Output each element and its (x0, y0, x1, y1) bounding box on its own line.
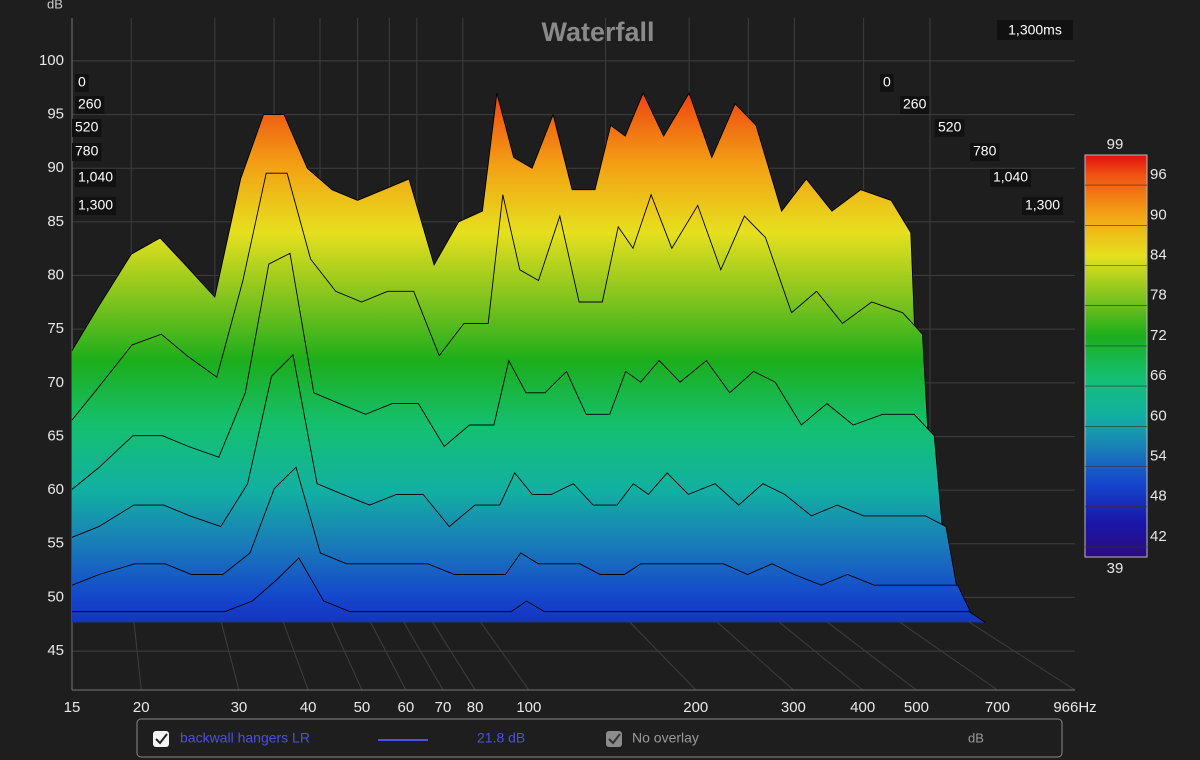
time-tick-label: 520 (75, 119, 99, 135)
legend: backwall hangers LR 21.8 dB No overlay d… (136, 718, 1063, 758)
time-tick-box (935, 119, 965, 137)
check-mark (155, 733, 168, 745)
x-tick-label: 80 (467, 699, 484, 716)
y-tick-label: 70 (47, 374, 64, 391)
checkbox[interactable] (606, 731, 622, 747)
legend-level: 21.8 dB (477, 730, 525, 746)
colorbar-tick-label: 90 (1150, 206, 1167, 223)
colorbar-tick-label: 78 (1150, 287, 1167, 304)
x-tick-label: 20 (133, 699, 150, 716)
y-tick-label: 60 (47, 481, 64, 498)
x-tick-label: 40 (300, 699, 317, 716)
y-tick-label: 80 (47, 266, 64, 283)
time-tick-label: 260 (78, 96, 102, 112)
time-tick-label: 780 (973, 143, 997, 159)
y-tick-label: 95 (47, 106, 64, 123)
time-tick-box (75, 74, 89, 92)
time-tick-label: 520 (938, 119, 962, 135)
x-tick-label: 200 (683, 699, 708, 716)
time-tick-label: 780 (75, 143, 99, 159)
time-tick-label: 1,300 (1025, 197, 1060, 213)
slice-line (72, 557, 986, 623)
time-tick-box (72, 143, 102, 161)
y-tick-label: 90 (47, 159, 64, 176)
chart-title: Waterfall (541, 17, 654, 47)
colorbar-tick-label: 72 (1150, 327, 1167, 344)
time-tick-box (1022, 197, 1064, 215)
time-tick-box (72, 119, 102, 137)
x-tick-label: 15 (64, 699, 81, 716)
time-tick-box (880, 74, 894, 92)
legend-frame (136, 718, 1063, 758)
slice-line (71, 252, 950, 608)
legend-unit: dB (968, 730, 984, 745)
x-tick-label: 70 (435, 699, 452, 716)
colorbar (1084, 154, 1148, 558)
slice-line (71, 91, 926, 598)
time-tick-box (900, 96, 930, 114)
time-tick-label: 0 (78, 74, 86, 90)
slice-line (71, 353, 962, 613)
time-tick-label: 1,040 (993, 169, 1028, 185)
colorbar-min: 39 (1107, 560, 1124, 577)
time-tick-label: 0 (883, 74, 891, 90)
y-axis-label: dB (47, 0, 63, 11)
colorbar-tick-label: 42 (1150, 528, 1167, 545)
y-tick-label: 55 (47, 535, 64, 552)
y-tick-label: 65 (47, 427, 64, 444)
time-tick-box (990, 169, 1032, 187)
colorbar-tick-label: 60 (1150, 407, 1167, 424)
y-tick-label: 50 (47, 588, 64, 605)
x-tick-label: 100 (516, 699, 541, 716)
legend-series-name: backwall hangers LR (180, 730, 310, 746)
colorbar-tick-label: 84 (1150, 246, 1167, 263)
x-tick-label: 50 (354, 699, 371, 716)
check-mark (608, 733, 621, 745)
y-tick-label: 100 (39, 52, 64, 69)
time-readout-box (997, 20, 1073, 40)
time-tick-box (75, 197, 117, 215)
time-tick-box (970, 143, 1000, 161)
x-tick-label: 30 (231, 699, 248, 716)
y-tick-label: 75 (47, 320, 64, 337)
slice-line (71, 466, 974, 618)
x-tick-label: 500 (904, 699, 929, 716)
time-tick-label: 1,040 (78, 169, 113, 185)
slice-line (71, 172, 938, 603)
y-tick-label: 45 (47, 642, 64, 659)
x-tick-label: 300 (781, 699, 806, 716)
time-tick-label: 260 (903, 96, 927, 112)
x-tick-label: 400 (850, 699, 875, 716)
time-tick-box (75, 169, 117, 187)
colorbar-tick-label: 66 (1150, 367, 1167, 384)
time-tick-label: 1,300 (78, 197, 113, 213)
colorbar-tick-label: 54 (1150, 447, 1167, 464)
colorbar-max: 99 (1107, 136, 1124, 153)
x-tick-label: 966Hz (1053, 699, 1096, 716)
slice-area (72, 558, 986, 623)
colorbar-tick-label: 96 (1150, 166, 1167, 183)
legend-overlay: No overlay (632, 730, 699, 746)
colorbar-tick-label: 48 (1150, 488, 1167, 505)
checkbox[interactable] (153, 731, 169, 747)
y-tick-label: 85 (47, 213, 64, 230)
x-tick-label: 700 (985, 699, 1010, 716)
x-tick-label: 60 (397, 699, 414, 716)
time-tick-box (75, 96, 105, 114)
time-readout: 1,300ms (1008, 22, 1062, 38)
